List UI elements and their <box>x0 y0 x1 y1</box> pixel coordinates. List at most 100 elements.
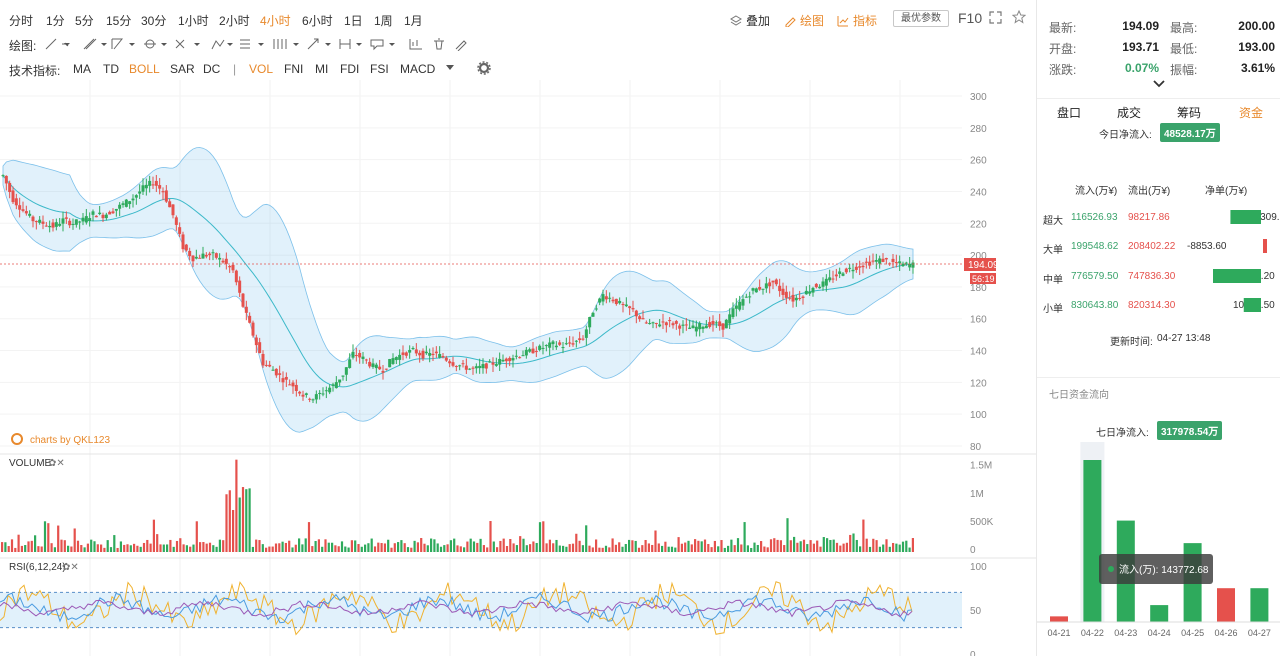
volume-bar <box>614 544 617 552</box>
tab-pankou[interactable]: 盘口 <box>1056 106 1081 120</box>
candle-body <box>838 271 842 274</box>
volume-bar <box>357 544 360 552</box>
candle-body <box>908 263 912 268</box>
volume-bar <box>406 547 410 552</box>
volume-bar <box>222 540 225 552</box>
seven-day-x-label: 04-22 <box>1081 628 1104 638</box>
timeframe-5m[interactable]: 5分 <box>75 14 94 28</box>
gear-icon[interactable] <box>477 61 491 75</box>
volume-bar <box>238 497 241 552</box>
chevron-down-icon[interactable] <box>1153 80 1165 89</box>
volume-bar <box>67 545 70 552</box>
kline-chart[interactable]: 300 280 260 240 220 200 180 160 140 120 100 80 1.5M… <box>0 80 1036 656</box>
change-value: 0.07% <box>1124 61 1159 75</box>
best-params-button[interactable]: 最优参数 <box>893 10 949 27</box>
price-tick-label: 180 <box>970 283 987 294</box>
timeframe-1h[interactable]: 1小时 <box>178 14 209 28</box>
candle-body <box>51 222 55 228</box>
volume-bar <box>849 534 852 552</box>
candle-body <box>901 263 905 267</box>
indicator-mi[interactable]: MI <box>315 62 329 76</box>
candle-body <box>591 312 595 317</box>
indicator-fdi[interactable]: FDI <box>340 62 360 76</box>
volume-bar <box>156 534 159 552</box>
candle-body <box>841 273 845 276</box>
flow-outflow: 208402.22 <box>1128 241 1176 252</box>
candle-body <box>258 342 262 354</box>
volume-bar <box>76 540 80 552</box>
volume-bar <box>608 547 611 552</box>
candle-body <box>228 266 232 268</box>
candle-body <box>294 384 298 391</box>
candle-body <box>501 359 505 362</box>
volume-bar <box>463 547 466 552</box>
volume-bar <box>743 522 746 552</box>
volume-bar <box>420 538 423 552</box>
volume-bar <box>179 538 182 552</box>
candle-body <box>281 378 285 383</box>
volume-bar <box>690 544 693 552</box>
amplitude-label: 振幅: <box>1170 63 1198 77</box>
volume-bar <box>291 547 294 552</box>
rsi-settings-icon[interactable]: ✿✕ <box>62 562 79 573</box>
indicator-sar[interactable]: SAR <box>170 62 195 76</box>
candle-body <box>91 211 95 215</box>
indicator-fsi[interactable]: FSI <box>370 62 389 76</box>
indicator-button[interactable]: 指标 <box>837 12 877 29</box>
volume-bar <box>410 547 413 552</box>
volume-bar <box>30 540 33 552</box>
timeframe-30m[interactable]: 30分 <box>141 14 167 28</box>
volume-bar <box>423 543 426 552</box>
volume-bar <box>344 546 347 552</box>
candle-body <box>574 340 578 342</box>
tab-zijin[interactable]: 资金 <box>1238 106 1263 120</box>
more-indicators-icon[interactable] <box>446 65 454 71</box>
candle-body <box>844 268 848 273</box>
star-icon[interactable] <box>1012 10 1026 24</box>
volume-bar <box>294 544 297 552</box>
candle-body <box>138 191 142 194</box>
tab-chengjiao[interactable]: 成交 <box>1116 106 1141 120</box>
indicator-vol[interactable]: VOL <box>249 62 274 76</box>
timeframe-4h[interactable]: 4小时 <box>260 14 291 28</box>
timeframe-1mo[interactable]: 1月 <box>404 14 423 28</box>
volume-bar <box>70 546 73 552</box>
timeframe-1w[interactable]: 1周 <box>374 14 393 28</box>
volume-bar <box>317 539 320 552</box>
indicator-fni[interactable]: FNI <box>284 62 304 76</box>
timeframe-1d[interactable]: 1日 <box>344 14 363 28</box>
volume-settings-icon[interactable]: ✿✕ <box>48 458 65 469</box>
candle-body <box>801 296 805 298</box>
candlesticks <box>1 174 915 404</box>
volume-bar <box>175 540 179 552</box>
volume-bar <box>334 545 337 552</box>
timeframe-2h[interactable]: 2小时 <box>219 14 250 28</box>
timeframe-fenshi[interactable]: 分时 <box>9 14 34 28</box>
volume-bar <box>10 539 14 552</box>
seven-day-chart[interactable]: 04-21 04-22 04-23 04-24 04-25 04-26 04-27 流入(万)… <box>1037 440 1280 656</box>
draw-button[interactable]: 绘图 <box>784 12 824 29</box>
timeframe-6h[interactable]: 6小时 <box>302 14 333 28</box>
change-label: 涨跌: <box>1049 63 1077 77</box>
f10-button[interactable]: F10 <box>958 10 983 26</box>
fullscreen-icon[interactable] <box>989 11 1002 24</box>
volume-bar <box>126 544 129 552</box>
timeframe-15m[interactable]: 15分 <box>106 14 132 28</box>
indicator-td[interactable]: TD <box>103 62 119 76</box>
candle-body <box>381 370 385 373</box>
indicator-dc[interactable]: DC <box>203 62 221 76</box>
indicator-ma[interactable]: MA <box>73 62 91 76</box>
tab-chouma[interactable]: 筹码 <box>1176 106 1201 120</box>
candle-body <box>74 219 78 225</box>
candle-body <box>471 367 475 369</box>
candle-body <box>94 215 98 218</box>
overlay-button[interactable]: 叠加 <box>730 12 770 29</box>
indicator-boll[interactable]: BOLL <box>129 62 160 76</box>
candle-body <box>674 321 678 324</box>
volume-bar <box>482 545 485 552</box>
volume-bar <box>340 541 344 552</box>
timeframe-1m[interactable]: 1分 <box>46 14 65 28</box>
pencil-icon <box>785 16 796 27</box>
candle-body <box>638 316 642 320</box>
indicator-macd[interactable]: MACD <box>400 62 436 76</box>
